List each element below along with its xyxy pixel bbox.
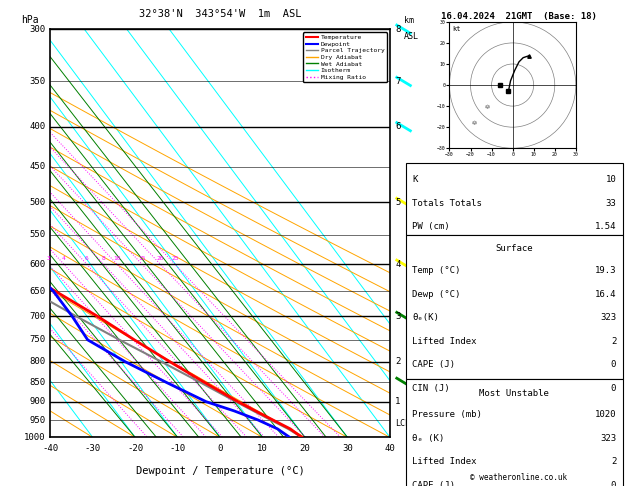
Text: LCL: LCL bbox=[395, 419, 410, 428]
Text: 323: 323 bbox=[600, 434, 616, 443]
Text: 750: 750 bbox=[29, 335, 45, 345]
Text: km: km bbox=[404, 16, 413, 25]
Text: © weatheronline.co.uk: © weatheronline.co.uk bbox=[470, 473, 567, 482]
Text: 1.54: 1.54 bbox=[594, 223, 616, 231]
Text: CAPE (J): CAPE (J) bbox=[412, 481, 455, 486]
Text: 0: 0 bbox=[611, 384, 616, 393]
Text: 4: 4 bbox=[395, 260, 401, 269]
Text: 0: 0 bbox=[611, 360, 616, 369]
Text: ❁: ❁ bbox=[485, 102, 490, 111]
Text: 2: 2 bbox=[611, 457, 616, 467]
Text: 1000: 1000 bbox=[24, 433, 45, 442]
Bar bbox=[406, 163, 623, 235]
Text: 323: 323 bbox=[600, 313, 616, 322]
Text: 600: 600 bbox=[29, 260, 45, 269]
Bar bbox=[406, 379, 623, 486]
Text: 4: 4 bbox=[62, 256, 66, 261]
Text: 10: 10 bbox=[257, 444, 268, 452]
Text: 400: 400 bbox=[29, 122, 45, 131]
Text: 7: 7 bbox=[395, 77, 401, 86]
Text: 0: 0 bbox=[611, 481, 616, 486]
Text: PW (cm): PW (cm) bbox=[412, 223, 450, 231]
Text: Most Unstable: Most Unstable bbox=[479, 388, 549, 398]
Text: 2: 2 bbox=[395, 357, 401, 366]
Text: 16.4: 16.4 bbox=[594, 290, 616, 299]
Text: CAPE (J): CAPE (J) bbox=[412, 360, 455, 369]
Text: Surface: Surface bbox=[496, 244, 533, 253]
Text: 450: 450 bbox=[29, 162, 45, 171]
Text: 300: 300 bbox=[29, 25, 45, 34]
Text: Dewpoint / Temperature (°C): Dewpoint / Temperature (°C) bbox=[136, 466, 304, 476]
Bar bbox=[406, 235, 623, 379]
Text: 0: 0 bbox=[218, 444, 223, 452]
Text: Pressure (mb): Pressure (mb) bbox=[412, 411, 482, 419]
Text: 25: 25 bbox=[171, 256, 179, 261]
Text: -40: -40 bbox=[42, 444, 58, 452]
Text: Mixing Ratio (g/kg): Mixing Ratio (g/kg) bbox=[420, 190, 428, 277]
Legend: Temperature, Dewpoint, Parcel Trajectory, Dry Adiabat, Wet Adiabat, Isotherm, Mi: Temperature, Dewpoint, Parcel Trajectory… bbox=[303, 32, 387, 83]
Text: Dewp (°C): Dewp (°C) bbox=[412, 290, 460, 299]
Text: θₑ (K): θₑ (K) bbox=[412, 434, 445, 443]
Text: kt: kt bbox=[452, 26, 460, 32]
Text: 500: 500 bbox=[29, 198, 45, 207]
Text: 8: 8 bbox=[395, 25, 401, 34]
Text: 800: 800 bbox=[29, 357, 45, 366]
Text: ❁: ❁ bbox=[472, 119, 477, 127]
Text: hPa: hPa bbox=[21, 15, 39, 25]
Text: K: K bbox=[412, 175, 418, 184]
Text: 6: 6 bbox=[395, 122, 401, 131]
Text: ASL: ASL bbox=[404, 33, 418, 41]
Text: 350: 350 bbox=[29, 77, 45, 86]
Text: 3: 3 bbox=[47, 256, 50, 261]
Text: 10: 10 bbox=[606, 175, 616, 184]
Text: -30: -30 bbox=[85, 444, 101, 452]
Text: Lifted Index: Lifted Index bbox=[412, 457, 477, 467]
Text: 16.04.2024  21GMT  (Base: 18): 16.04.2024 21GMT (Base: 18) bbox=[441, 12, 597, 21]
Text: 15: 15 bbox=[138, 256, 146, 261]
Text: Temp (°C): Temp (°C) bbox=[412, 266, 460, 275]
Text: 650: 650 bbox=[29, 287, 45, 296]
Text: 20: 20 bbox=[157, 256, 164, 261]
Text: 2: 2 bbox=[611, 337, 616, 346]
Text: 950: 950 bbox=[29, 416, 45, 424]
Text: 900: 900 bbox=[29, 397, 45, 406]
Text: 850: 850 bbox=[29, 378, 45, 387]
Text: 40: 40 bbox=[384, 444, 396, 452]
Text: 19.3: 19.3 bbox=[594, 266, 616, 275]
Text: 1020: 1020 bbox=[594, 411, 616, 419]
Text: 6: 6 bbox=[85, 256, 89, 261]
Text: 30: 30 bbox=[342, 444, 353, 452]
Text: 700: 700 bbox=[29, 312, 45, 321]
Text: 10: 10 bbox=[113, 256, 121, 261]
Text: -10: -10 bbox=[170, 444, 186, 452]
Text: -20: -20 bbox=[127, 444, 143, 452]
Text: 3: 3 bbox=[395, 312, 401, 321]
Text: 550: 550 bbox=[29, 230, 45, 239]
Text: 1: 1 bbox=[395, 397, 401, 406]
Text: Totals Totals: Totals Totals bbox=[412, 199, 482, 208]
Text: Lifted Index: Lifted Index bbox=[412, 337, 477, 346]
Text: 32°38'N  343°54'W  1m  ASL: 32°38'N 343°54'W 1m ASL bbox=[139, 9, 301, 19]
Text: 5: 5 bbox=[395, 198, 401, 207]
Text: 33: 33 bbox=[606, 199, 616, 208]
Text: θₑ(K): θₑ(K) bbox=[412, 313, 439, 322]
Text: 20: 20 bbox=[299, 444, 311, 452]
Text: 8: 8 bbox=[102, 256, 106, 261]
Text: CIN (J): CIN (J) bbox=[412, 384, 450, 393]
